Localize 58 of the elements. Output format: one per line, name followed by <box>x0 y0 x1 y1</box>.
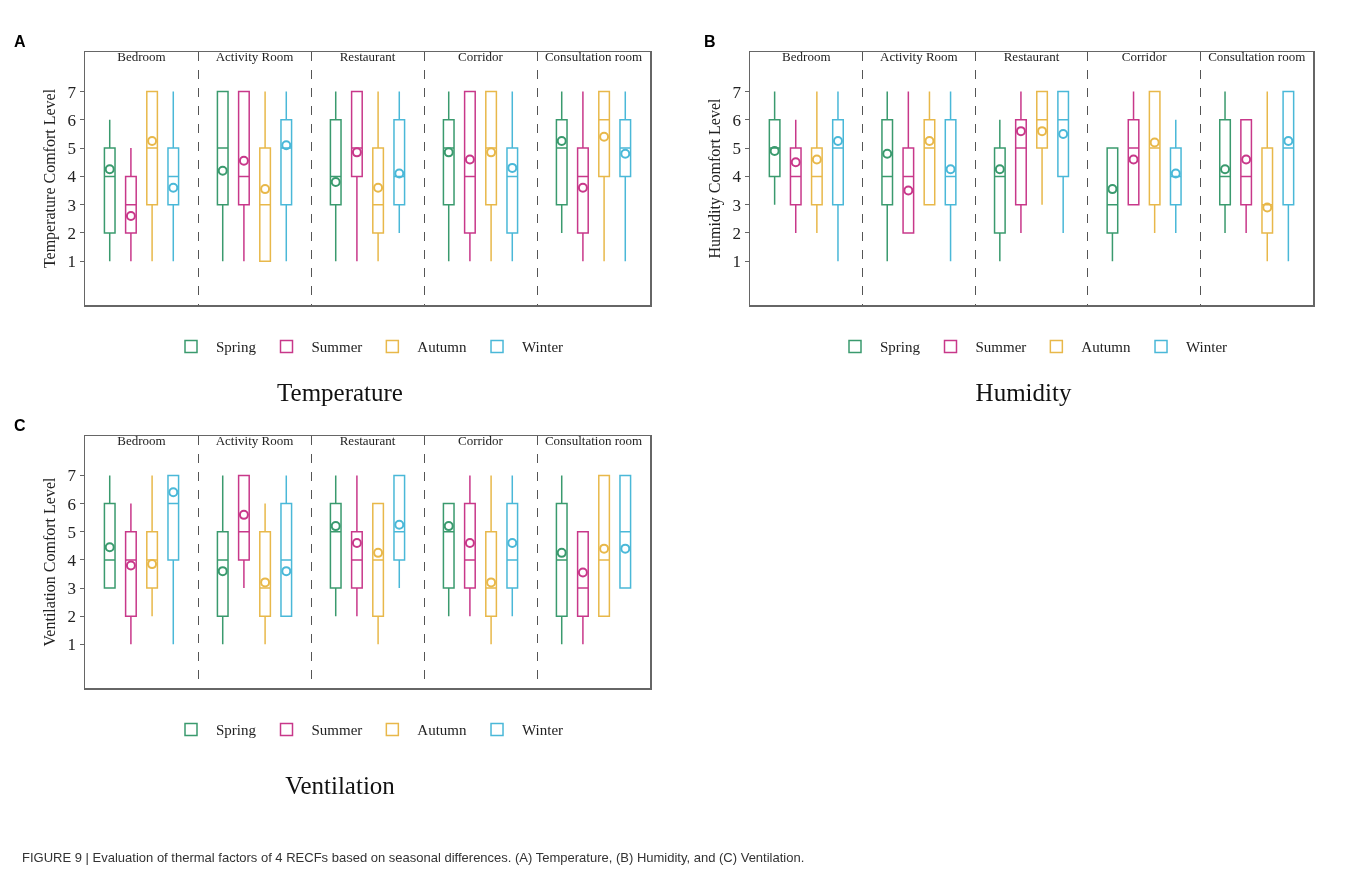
y-axis-title: Ventilation Comfort Level <box>40 477 58 647</box>
y-tick-label: 3 <box>732 195 742 215</box>
legend-label: Winter <box>522 722 564 739</box>
legend-label: Summer <box>311 339 363 356</box>
y-tick-label: 6 <box>732 110 742 130</box>
x-tick-label: Activity Room <box>880 49 958 65</box>
y-tick-label: 4 <box>67 550 77 570</box>
legend-label: Autumn <box>417 339 468 356</box>
y-tick-label: 4 <box>732 167 742 187</box>
x-tick-label: Consultation room <box>544 433 643 449</box>
y-axis-title: Humidity Comfort Level <box>705 97 724 259</box>
y-tick-label: 6 <box>67 110 77 130</box>
caption: FIGURE 9 | Evaluation of thermal factors of 4 RECFs based on seasonal differences. (A) Temperature, (B) Humidity, and (C) Ventilation. <box>22 850 806 865</box>
x-tick-label: Activity Room <box>215 49 294 65</box>
x-tick-label: Corridor <box>1121 49 1168 65</box>
x-tick-label: Consultation room <box>544 49 643 65</box>
y-tick-label: 7 <box>732 82 742 102</box>
x-tick-label: Restaurant <box>339 49 396 65</box>
legend-label: Autumn <box>1081 339 1132 356</box>
legend-label: Summer <box>975 339 1027 356</box>
text: Humidity <box>975 379 1072 407</box>
legend-label: Summer <box>311 722 363 739</box>
legend-label: Spring <box>880 339 921 356</box>
y-tick-label: 1 <box>67 635 77 655</box>
y-tick-label: 7 <box>67 466 77 486</box>
text: C <box>14 417 26 434</box>
x-tick-label: Bedroom <box>782 49 831 65</box>
x-tick-label: Bedroom <box>117 433 166 449</box>
y-tick-label: 1 <box>67 252 77 272</box>
legend-label: Spring <box>216 722 257 739</box>
x-tick-label: Corridor <box>458 49 504 65</box>
y-tick-label: 5 <box>67 522 77 542</box>
text: B <box>704 33 716 50</box>
x-tick-label: Restaurant <box>339 433 396 449</box>
y-axis-title: Temperature Comfort Level <box>40 88 59 269</box>
x-tick-label: Consultation room <box>1208 49 1306 65</box>
y-tick-label: 2 <box>67 607 77 627</box>
x-tick-label: Activity Room <box>215 433 294 449</box>
legend-label: Winter <box>1186 339 1228 356</box>
y-tick-label: 2 <box>67 223 77 243</box>
y-tick-label: 2 <box>732 223 742 243</box>
y-tick-label: 6 <box>67 494 77 514</box>
y-tick-label: 1 <box>732 252 742 272</box>
x-tick-label: Restaurant <box>1003 49 1060 65</box>
text: Ventilation <box>285 771 396 799</box>
y-tick-label: 4 <box>67 167 77 187</box>
y-tick-label: 5 <box>732 139 742 159</box>
y-tick-label: 7 <box>67 82 77 102</box>
legend-label: Winter <box>522 339 564 356</box>
y-tick-label: 3 <box>67 195 77 215</box>
x-tick-label: Corridor <box>458 433 504 449</box>
x-tick-label: Bedroom <box>117 49 166 65</box>
text: A <box>14 33 26 50</box>
y-tick-label: 3 <box>67 578 77 598</box>
legend-label: Autumn <box>417 722 468 739</box>
legend-label: Spring <box>216 339 257 356</box>
y-tick-label: 5 <box>67 139 77 159</box>
text: Temperature <box>277 379 403 407</box>
